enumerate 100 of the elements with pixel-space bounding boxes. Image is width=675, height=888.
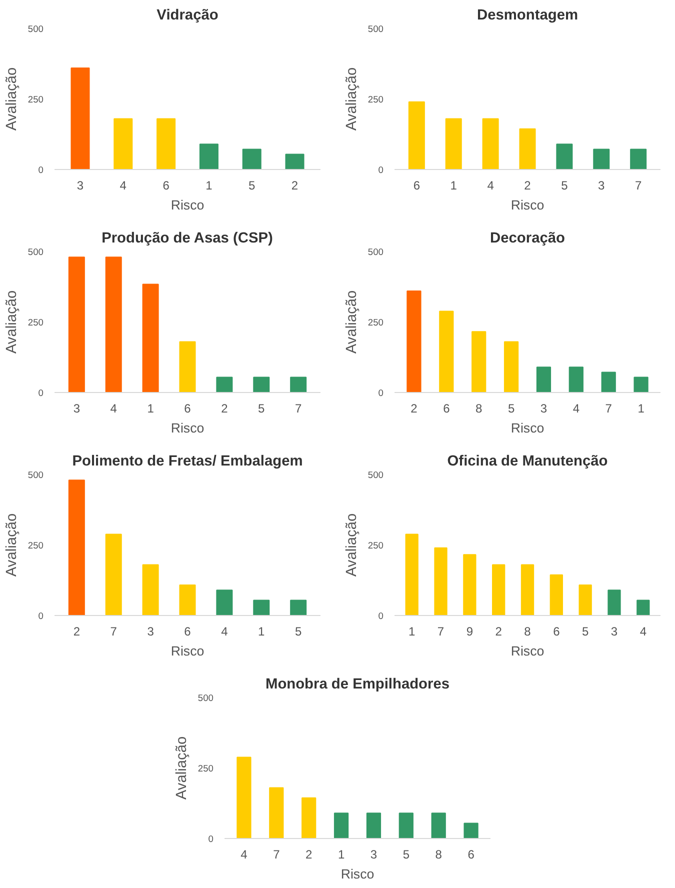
x-tick-label: 3: [610, 624, 618, 638]
x-tick-label: 5: [508, 402, 515, 416]
x-tick-label: 4: [487, 178, 494, 192]
x-tick-label: 7: [294, 402, 302, 416]
bar: [405, 534, 418, 616]
y-tick-label: 500: [368, 24, 384, 34]
y-tick-label: 250: [198, 764, 214, 774]
bar: [550, 574, 563, 616]
y-tick-label: 500: [368, 470, 384, 480]
x-tick-label: 4: [110, 402, 118, 416]
bar: [68, 480, 85, 616]
y-axis-title: Avaliação: [174, 736, 190, 800]
x-tick-label: 7: [110, 624, 118, 638]
y-tick-label: 250: [368, 540, 384, 550]
x-tick-label: 9: [466, 624, 474, 638]
bar: [253, 376, 270, 392]
bar: [114, 118, 133, 170]
x-tick-label: 8: [435, 848, 442, 862]
bar: [519, 128, 536, 170]
x-axis-title: Risco: [510, 644, 544, 658]
chart-title: Vidração: [156, 8, 218, 24]
x-tick-label: 2: [73, 624, 80, 638]
bar: [199, 144, 218, 170]
x-tick-label: 3: [76, 178, 84, 192]
x-axis-title: Risco: [340, 866, 374, 882]
x-axis-title: Risco: [510, 198, 544, 212]
x-tick-label: 2: [495, 624, 502, 638]
bar: [520, 564, 534, 616]
y-axis-title: Avaliação: [4, 290, 20, 354]
bar: [142, 564, 159, 616]
y-tick-label: 500: [368, 247, 384, 257]
x-axis-title: Risco: [170, 420, 204, 436]
chart-title: Produção de Asas (CSP): [102, 230, 273, 246]
x-tick-label: 1: [338, 848, 345, 862]
bar: [431, 812, 446, 838]
chart-title: Oficina de Manutenção: [447, 454, 608, 470]
x-tick-label: 8: [524, 624, 532, 638]
bar: [636, 600, 650, 616]
bar: [242, 148, 262, 170]
x-tick-label: 1: [638, 402, 645, 416]
bar: [439, 310, 454, 392]
y-axis-title: Avaliação: [4, 513, 20, 577]
x-tick-label: 7: [634, 178, 642, 192]
x-tick-label: 1: [147, 402, 154, 416]
bar: [216, 376, 233, 392]
bar: [236, 756, 252, 838]
x-tick-label: 1: [206, 178, 213, 192]
bar: [406, 290, 422, 392]
bar: [105, 256, 122, 392]
y-tick-label: 0: [38, 165, 44, 175]
x-tick-label: 1: [258, 624, 266, 638]
x-tick-label: 4: [572, 402, 580, 416]
bar: [269, 787, 284, 838]
x-tick-label: 7: [273, 848, 280, 862]
bar: [398, 812, 414, 838]
bar: [334, 812, 349, 838]
bar: [601, 372, 616, 392]
y-axis-title: Avaliação: [344, 67, 360, 131]
y-tick-label: 500: [28, 470, 44, 480]
x-tick-label: 7: [437, 624, 444, 638]
y-tick-label: 500: [198, 693, 214, 703]
y-tick-label: 250: [368, 318, 384, 328]
y-tick-label: 250: [368, 94, 384, 104]
y-tick-label: 250: [28, 318, 44, 328]
chart-title: Polimento de Fretas/ Embalagem: [72, 454, 303, 470]
chart-title: Monobra de Empilhadores: [265, 676, 450, 692]
bar: [593, 148, 610, 170]
chart-title: Decoração: [490, 230, 566, 246]
bar: [634, 376, 648, 392]
x-tick-label: 5: [248, 178, 256, 192]
bar: [556, 144, 573, 170]
bar: [463, 554, 476, 616]
x-tick-label: 2: [291, 178, 298, 192]
x-tick-label: 1: [450, 178, 458, 192]
y-tick-label: 0: [38, 611, 44, 621]
x-tick-label: 3: [540, 402, 548, 416]
bar: [302, 797, 316, 838]
bar: [216, 590, 233, 616]
bar: [630, 148, 647, 170]
y-tick-label: 0: [378, 388, 384, 398]
x-tick-label: 5: [402, 848, 410, 862]
bar: [492, 564, 506, 616]
y-axis-title: Avaliação: [4, 67, 20, 131]
x-tick-label: 5: [582, 624, 589, 638]
x-tick-label: 6: [162, 178, 170, 192]
x-tick-label: 2: [524, 178, 532, 192]
x-axis-title: Risco: [170, 198, 204, 212]
x-tick-label: 3: [370, 848, 378, 862]
bar: [482, 118, 499, 170]
bar: [366, 812, 382, 838]
y-tick-label: 0: [208, 834, 214, 844]
bar: [408, 101, 425, 170]
bar: [156, 118, 176, 170]
bar: [68, 256, 85, 392]
x-tick-label: 4: [240, 848, 248, 862]
x-tick-label: 4: [221, 624, 228, 638]
y-axis-title: Avaliação: [344, 290, 360, 354]
bar: [105, 534, 122, 616]
x-tick-label: 1: [408, 624, 416, 638]
chart-title: Desmontagem: [477, 8, 578, 24]
